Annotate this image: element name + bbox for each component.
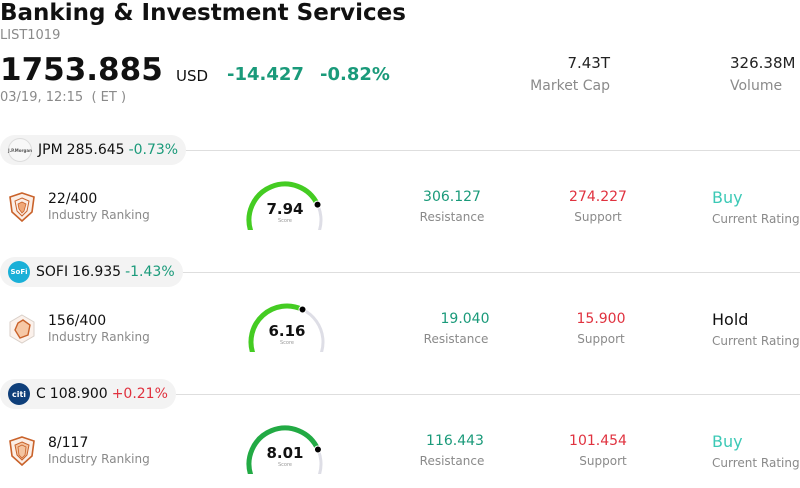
current-rating-label: Current Rating bbox=[712, 334, 800, 348]
score-gauge bbox=[246, 425, 323, 474]
support-value: 101.454 bbox=[569, 433, 627, 449]
support-value: 274.227 bbox=[569, 189, 627, 205]
divider bbox=[182, 272, 800, 273]
gauge-marker bbox=[298, 305, 307, 314]
gauge-fill bbox=[248, 303, 306, 352]
score-gauge bbox=[246, 181, 323, 230]
resistance-label: Resistance bbox=[423, 332, 489, 346]
index-price: 1753.885 bbox=[0, 52, 163, 88]
score-value: 8.01 bbox=[266, 444, 304, 462]
current-rating: Hold bbox=[712, 310, 749, 329]
ticker-change: -1.43% bbox=[125, 264, 175, 280]
resistance-label: Resistance bbox=[419, 210, 485, 224]
resistance-value: 116.443 bbox=[426, 433, 484, 449]
list-code: LIST1019 bbox=[0, 28, 61, 43]
ticker-change: -0.73% bbox=[128, 142, 179, 158]
jpmorgan-logo-icon: J.P.Morgan bbox=[8, 138, 32, 162]
ticker-price: 16.935 bbox=[72, 264, 122, 280]
citi-logo-icon: citi bbox=[8, 383, 30, 405]
industry-rank: 22/400 bbox=[48, 191, 98, 207]
divider bbox=[176, 394, 800, 395]
industry-rank: 8/117 bbox=[48, 435, 89, 451]
score-gauge bbox=[248, 303, 325, 352]
gauge-fill bbox=[246, 425, 321, 474]
gauge-fill bbox=[246, 181, 321, 230]
resistance-value: 306.127 bbox=[423, 189, 481, 205]
market-cap-label: Market Cap bbox=[530, 78, 610, 94]
price-change: -14.427 bbox=[227, 64, 304, 85]
current-rating: Buy bbox=[712, 432, 743, 451]
ticker-price: 108.900 bbox=[49, 386, 108, 402]
current-rating: Buy bbox=[712, 188, 743, 207]
support-label: Support bbox=[579, 454, 627, 468]
current-rating-label: Current Rating bbox=[712, 212, 800, 226]
ticker: C bbox=[36, 386, 46, 402]
currency-label: USD bbox=[176, 67, 209, 85]
divider bbox=[182, 150, 800, 151]
industry-rank: 156/400 bbox=[48, 313, 107, 329]
support-label: Support bbox=[574, 210, 622, 224]
resistance-value: 19.040 bbox=[440, 311, 490, 327]
shield-radar-icon bbox=[9, 192, 35, 222]
ticker-change: +0.21% bbox=[111, 386, 168, 402]
score-value: 7.94 bbox=[266, 200, 304, 218]
price-change-pct: -0.82% bbox=[320, 64, 390, 85]
ticker-price: 285.645 bbox=[66, 142, 125, 158]
page-title: Banking & Investment Services bbox=[0, 0, 406, 26]
ticker: JPM bbox=[38, 142, 63, 158]
score-value: 6.16 bbox=[268, 322, 306, 340]
sofi-logo-icon: SoFi bbox=[8, 261, 30, 283]
resistance-label: Resistance bbox=[419, 454, 485, 468]
gauge-marker bbox=[313, 445, 322, 454]
industry-rank-label: Industry Ranking bbox=[48, 330, 150, 344]
stock-chip-c[interactable]: citi C 108.900 +0.21% bbox=[0, 379, 176, 409]
market-cap-value: 7.43T bbox=[567, 54, 610, 72]
ticker: SOFI bbox=[36, 264, 69, 280]
volume-value: 326.38M bbox=[730, 54, 796, 72]
support-label: Support bbox=[577, 332, 625, 346]
volume-label: Volume bbox=[730, 78, 783, 94]
score-label: Score bbox=[277, 218, 292, 224]
shield-radar-icon bbox=[9, 436, 35, 466]
support-value: 15.900 bbox=[576, 311, 626, 327]
current-rating-label: Current Rating bbox=[712, 456, 800, 470]
score-label: Score bbox=[279, 340, 294, 346]
timestamp: 03/19, 12:15 ( ET ) bbox=[0, 90, 127, 105]
gauge-marker bbox=[313, 200, 322, 209]
industry-rank-label: Industry Ranking bbox=[48, 208, 150, 222]
score-label: Score bbox=[277, 462, 292, 468]
stock-chip-jpm[interactable]: J.P.Morgan JPM 285.645 -0.73% bbox=[0, 135, 187, 165]
shield-radar-icon bbox=[9, 314, 35, 344]
industry-rank-label: Industry Ranking bbox=[48, 452, 150, 466]
stock-chip-sofi[interactable]: SoFi SOFI 16.935 -1.43% bbox=[0, 257, 183, 287]
